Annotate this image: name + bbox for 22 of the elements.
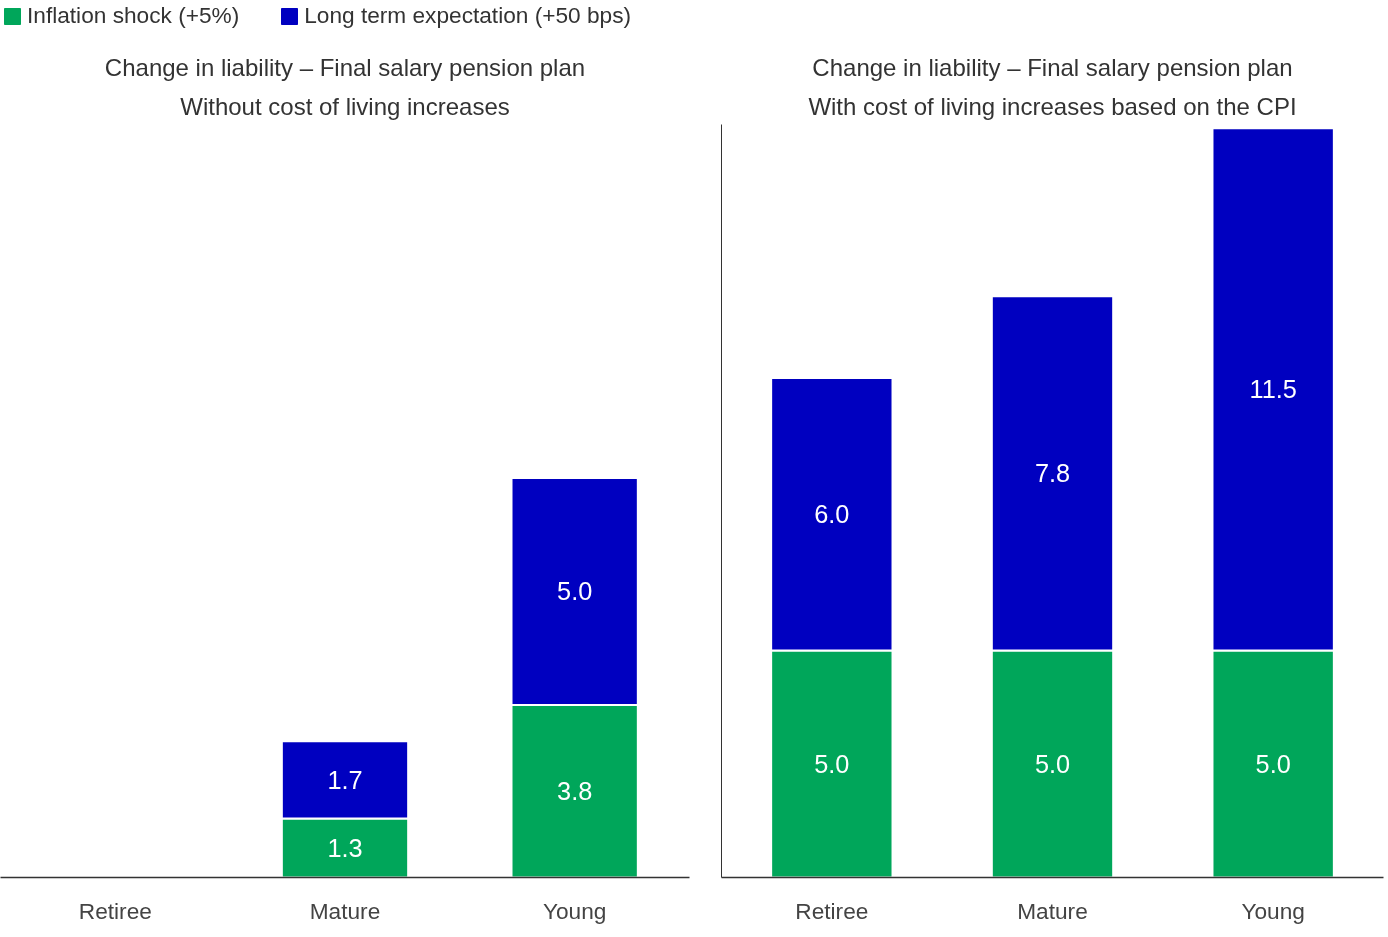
- legend-label: Long term expectation (+50 bps): [304, 2, 632, 29]
- x-tick-label: Young: [1241, 897, 1305, 924]
- chart-title: Change in liability – Final salary pension plan: [104, 53, 586, 81]
- x-tick-label: Retiree: [78, 897, 152, 924]
- data-label: 5.0: [814, 749, 850, 778]
- data-label: 5.0: [1034, 749, 1071, 778]
- chart-subtitle: Without cost of living increases: [180, 92, 510, 120]
- x-tick-label: Retiree: [795, 897, 869, 924]
- chart-title: Change in liability – Final salary pension plan: [812, 53, 1293, 81]
- x-tick-label: Young: [542, 897, 607, 924]
- legend-label: Inflation shock (+5%): [27, 2, 240, 29]
- x-tick-label: Mature: [309, 897, 381, 924]
- data-label: 3.8: [557, 777, 593, 806]
- x-tick-label: Mature: [1017, 897, 1088, 924]
- data-label: 6.0: [814, 500, 850, 529]
- chart-subtitle: With cost of living increases based on the CPI: [808, 92, 1297, 120]
- data-label: 7.8: [1034, 459, 1071, 488]
- data-label: 1.7: [327, 765, 363, 794]
- data-label: 11.5: [1249, 375, 1297, 404]
- data-label: 5.0: [1255, 749, 1291, 778]
- data-label: 1.3: [327, 833, 363, 862]
- data-label: 5.0: [557, 577, 593, 606]
